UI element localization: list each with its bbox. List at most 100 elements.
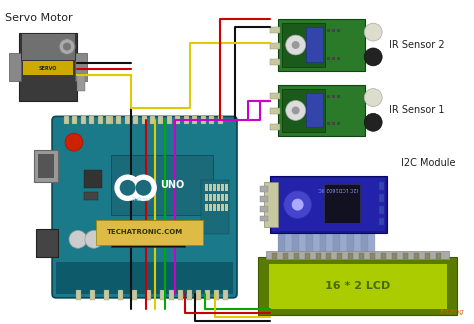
Circle shape [132, 176, 155, 200]
Bar [278, 19, 365, 71]
FancyBboxPatch shape [52, 116, 237, 298]
Bar [142, 116, 146, 124]
Text: UNO: UNO [161, 180, 185, 190]
Bar [325, 184, 360, 224]
Bar [260, 186, 268, 192]
Bar [425, 253, 430, 259]
Circle shape [364, 113, 382, 131]
Bar [270, 109, 280, 114]
Bar [217, 194, 220, 201]
Bar [270, 124, 280, 130]
Bar [23, 62, 73, 75]
Bar [133, 116, 138, 124]
Bar [370, 253, 375, 259]
Text: IR Sensor 2: IR Sensor 2 [389, 40, 445, 50]
Bar [221, 194, 224, 201]
Bar [381, 253, 386, 259]
Bar [108, 116, 113, 124]
Bar [214, 290, 219, 300]
Bar [379, 194, 384, 202]
Bar [225, 184, 228, 191]
Bar [84, 192, 98, 200]
Bar [34, 150, 58, 182]
Bar [285, 233, 292, 257]
Bar [332, 29, 336, 32]
Bar [278, 233, 285, 257]
Bar [332, 57, 336, 60]
Bar [217, 184, 220, 191]
Bar [305, 253, 310, 259]
Bar [258, 257, 457, 315]
Bar [146, 290, 151, 300]
Circle shape [116, 176, 139, 200]
Circle shape [69, 230, 87, 248]
Bar [270, 176, 387, 233]
Text: I2C LCD1602 IIC: I2C LCD1602 IIC [319, 186, 358, 191]
Bar [294, 253, 299, 259]
Bar [201, 116, 206, 124]
Circle shape [292, 107, 300, 114]
Circle shape [136, 180, 152, 196]
Bar [403, 253, 408, 259]
Text: I2C Module: I2C Module [401, 158, 456, 168]
Bar [327, 253, 331, 259]
Bar [158, 116, 164, 124]
Circle shape [292, 199, 304, 211]
Bar [213, 194, 216, 201]
Bar [187, 290, 192, 300]
Bar [223, 290, 228, 300]
Bar [161, 290, 165, 300]
Bar [217, 204, 220, 211]
Bar [348, 253, 353, 259]
Bar [333, 233, 340, 257]
Bar [77, 74, 85, 91]
Bar [169, 290, 174, 300]
Bar [96, 219, 203, 245]
Bar [225, 204, 228, 211]
Circle shape [364, 48, 382, 66]
Bar [221, 204, 224, 211]
Bar [312, 233, 319, 257]
Bar [266, 251, 449, 259]
Circle shape [364, 23, 382, 41]
Bar [209, 116, 214, 124]
Bar [205, 204, 208, 211]
Bar [414, 253, 419, 259]
Bar [104, 290, 109, 300]
Text: TECHATRONIC.COM: TECHATRONIC.COM [107, 229, 182, 236]
Bar [340, 233, 347, 257]
Bar [361, 233, 368, 257]
Bar [196, 290, 201, 300]
Bar [299, 233, 306, 257]
Bar [306, 93, 323, 127]
Bar [260, 215, 268, 222]
Circle shape [284, 191, 311, 218]
Bar [116, 116, 121, 124]
Bar [76, 290, 81, 300]
Bar [184, 116, 189, 124]
Circle shape [120, 180, 136, 196]
Bar [111, 155, 213, 214]
Bar [328, 57, 330, 60]
Bar [332, 122, 336, 125]
Bar [205, 290, 210, 300]
Bar [209, 184, 212, 191]
Bar [270, 59, 280, 65]
Bar [278, 85, 365, 136]
Circle shape [364, 89, 382, 107]
Bar [150, 116, 155, 124]
Bar [205, 194, 208, 201]
Bar [337, 253, 342, 259]
Bar [306, 233, 312, 257]
Bar [21, 33, 75, 60]
Bar [73, 116, 77, 124]
Bar [337, 29, 340, 32]
Circle shape [292, 41, 300, 49]
Bar [98, 116, 103, 124]
Bar [118, 290, 123, 300]
Bar [272, 178, 385, 231]
Bar [205, 184, 208, 191]
Bar [347, 233, 354, 257]
Text: IR Sensor 1: IR Sensor 1 [389, 105, 445, 115]
Bar [225, 194, 228, 201]
